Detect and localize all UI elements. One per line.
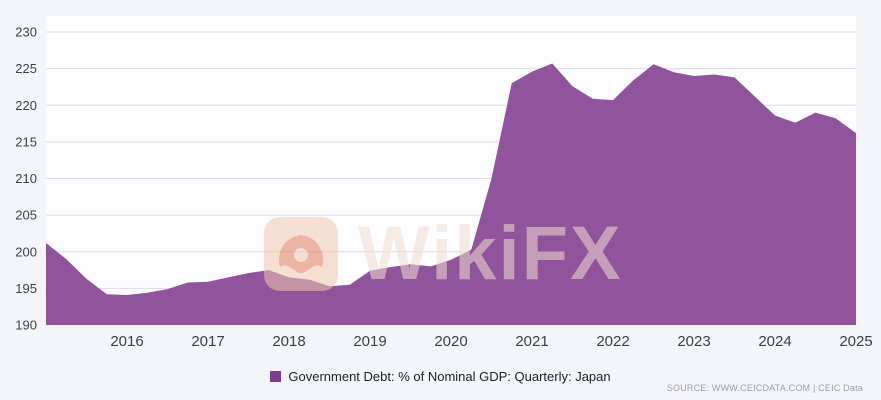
x-axis-tick-label: 2025 bbox=[839, 333, 872, 350]
y-axis-tick-label: 200 bbox=[15, 244, 37, 259]
area-series-japan-government-debt bbox=[46, 63, 856, 325]
x-axis-tick-label: 2018 bbox=[272, 333, 305, 350]
legend: Government Debt: % of Nominal GDP: Quart… bbox=[0, 369, 881, 384]
y-axis-tick-label: 215 bbox=[15, 134, 37, 149]
legend-swatch bbox=[270, 371, 282, 382]
x-axis-tick-label: 2016 bbox=[110, 333, 143, 350]
x-axis-tick-label: 2021 bbox=[515, 333, 548, 350]
y-axis-tick-label: 205 bbox=[15, 208, 37, 223]
y-axis-tick-label: 225 bbox=[15, 61, 37, 76]
x-axis-tick-label: 2022 bbox=[596, 333, 629, 350]
legend-label: Government Debt: % of Nominal GDP: Quart… bbox=[288, 369, 611, 384]
x-axis-tick-label: 2023 bbox=[677, 333, 710, 350]
x-axis-tick-label: 2024 bbox=[758, 333, 791, 350]
y-axis-tick-label: 220 bbox=[15, 98, 37, 113]
x-axis-tick-label: 2019 bbox=[353, 333, 386, 350]
source-credit: SOURCE: WWW.CEICDATA.COM | CEIC Data bbox=[666, 383, 863, 393]
y-axis-tick-label: 190 bbox=[15, 318, 37, 333]
y-axis-tick-label: 195 bbox=[15, 281, 37, 296]
y-axis-tick-label: 210 bbox=[15, 171, 37, 186]
y-axis-tick-label: 230 bbox=[15, 25, 37, 40]
x-axis-tick-label: 2017 bbox=[191, 333, 224, 350]
x-axis-tick-label: 2020 bbox=[434, 333, 467, 350]
